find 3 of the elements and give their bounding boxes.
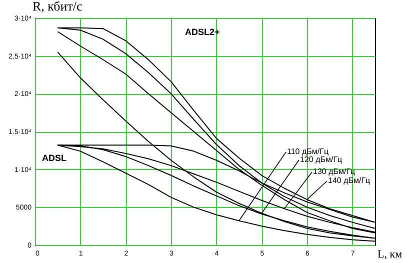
x-axis-title: L, км	[378, 248, 402, 260]
y-axis-title: R, кбит/с	[32, 0, 83, 14]
annotation: ADSL	[42, 153, 67, 163]
